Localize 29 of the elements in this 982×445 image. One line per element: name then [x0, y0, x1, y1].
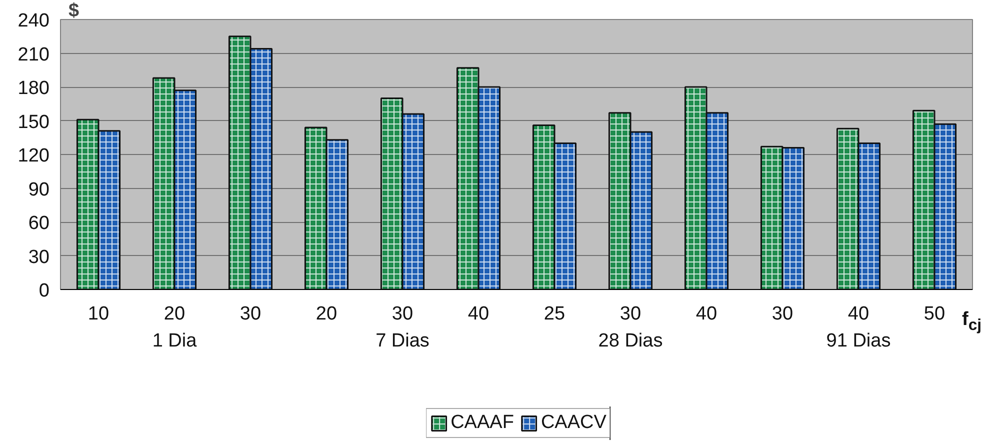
- x-tick-label: 40: [848, 304, 870, 324]
- x-tick-label: 20: [316, 304, 338, 324]
- y-tick-label: 0: [38, 280, 50, 302]
- x-tick-label: 30: [620, 304, 642, 324]
- y-tick-label: 90: [28, 179, 50, 200]
- x-tick-label: 30: [392, 304, 414, 324]
- y-tick-label: 120: [18, 146, 50, 166]
- y-tick-label: 150: [18, 112, 50, 133]
- y-tick-label: 30: [28, 246, 50, 268]
- x-tick-label: 20: [164, 304, 186, 324]
- x-axis-title: f$_{cj}$: [962, 309, 982, 334]
- x-tick-label: 40: [468, 304, 490, 324]
- y-tick-label: 60: [28, 213, 50, 234]
- text: 91 Dias: [826, 330, 891, 352]
- legend-label: CAAAF: [450, 412, 514, 434]
- text: 7 Dias: [376, 330, 430, 352]
- x-tick-label: 30: [772, 304, 794, 324]
- text: 28 Dias: [598, 330, 663, 352]
- y-tick-label: 180: [18, 78, 50, 99]
- x-tick-label: 10: [88, 304, 110, 324]
- legend-label: CAACV: [540, 412, 606, 434]
- x-tick-label: 25: [544, 304, 566, 324]
- y-tick-label: 240: [18, 10, 50, 32]
- x-tick-label: 30: [240, 304, 262, 324]
- y-tick-label: 210: [18, 44, 50, 66]
- y-axis-title: $: [68, 0, 80, 22]
- text: 1 Dia: [152, 330, 198, 352]
- x-tick-label: 50: [924, 304, 946, 324]
- x-tick-label: 40: [696, 304, 718, 324]
